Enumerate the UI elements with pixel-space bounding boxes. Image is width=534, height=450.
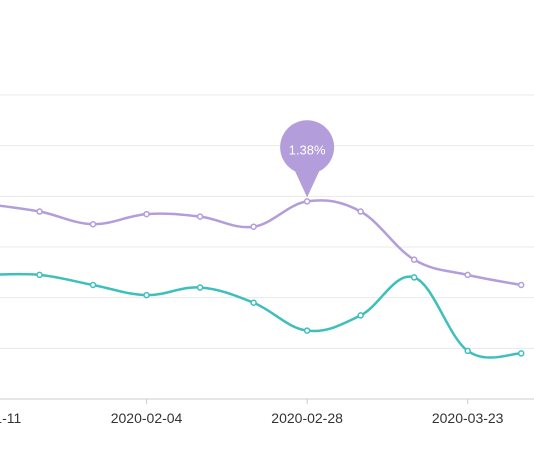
point <box>36 271 43 279</box>
point <box>464 347 471 355</box>
point <box>517 350 525 357</box>
x-tick-label: 2020-02-04 <box>111 410 183 426</box>
point <box>464 271 471 279</box>
point <box>196 284 204 291</box>
point <box>89 281 97 289</box>
point <box>143 210 150 218</box>
x-tick-label: 2020-01-11 <box>0 410 21 426</box>
x-tick-label: 2020-02-28 <box>271 410 343 426</box>
point <box>250 223 257 230</box>
point <box>357 312 364 319</box>
point <box>196 213 204 220</box>
point <box>410 274 418 281</box>
point <box>89 220 97 228</box>
x-tick-label: 2020-03-23 <box>432 410 504 426</box>
point <box>143 291 150 299</box>
point <box>410 256 418 263</box>
line <box>0 272 522 359</box>
annotation-label: 1.38% <box>289 142 326 157</box>
point <box>517 281 525 289</box>
point <box>303 327 311 334</box>
point <box>36 208 43 215</box>
line <box>0 199 522 287</box>
point <box>357 208 364 215</box>
annotation-pin <box>280 120 335 198</box>
point <box>303 198 311 205</box>
point <box>250 299 257 306</box>
